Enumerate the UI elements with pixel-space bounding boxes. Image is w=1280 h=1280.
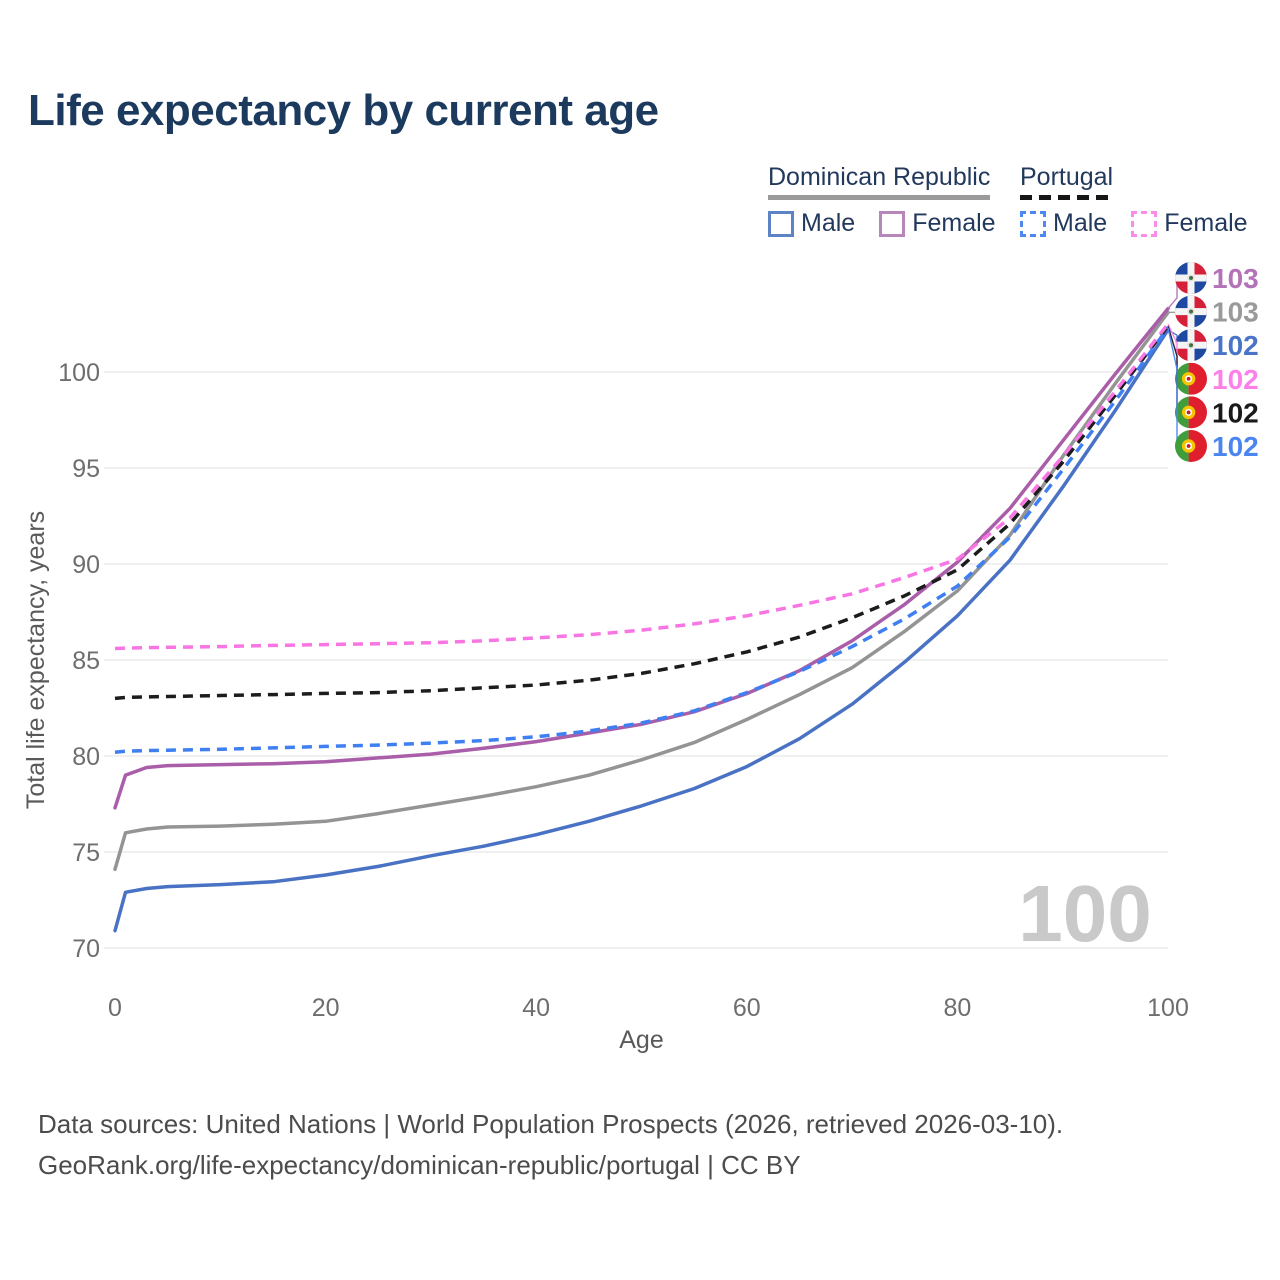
series-line-dr_male[interactable]: [113, 328, 1170, 933]
end-value-label-pt_total: 102: [1212, 397, 1259, 428]
footer: Data sources: United Nations | World Pop…: [38, 1104, 1063, 1186]
legend-header-label: Dominican Republic: [768, 163, 991, 191]
end-value-label-dr_male: 102: [1212, 330, 1259, 361]
hover-age-watermark: 100: [1018, 869, 1151, 958]
legend-group-portugal: Portugal Male Female: [1020, 163, 1248, 238]
flag-icon-portugal: [1175, 362, 1207, 395]
end-value-label-dr_total: 103: [1212, 297, 1259, 328]
series-line-pt_male[interactable]: [114, 326, 1170, 754]
y-axis-title: Total life expectancy, years: [22, 511, 50, 809]
legend-swatch-dr-male: [768, 210, 794, 237]
flag-icon-dominican-republic: [1175, 262, 1207, 294]
x-tick-0: 0: [108, 994, 122, 1022]
x-tick-100: 100: [1147, 994, 1189, 1022]
y-tick-70: 70: [72, 935, 100, 963]
legend-underline-dashed: [1020, 195, 1114, 200]
series-line-pt_total[interactable]: [114, 324, 1170, 701]
y-tick-90: 90: [72, 551, 100, 579]
legend-underline-solid: [768, 195, 991, 200]
x-axis-title: Age: [619, 1026, 663, 1054]
series-line-dr_total[interactable]: [113, 310, 1170, 872]
y-tick-75: 75: [72, 839, 100, 867]
legend-header-dominican-republic[interactable]: Dominican Republic: [768, 163, 991, 200]
flag-icon-portugal: [1175, 430, 1207, 462]
end-value-label-dr_female: 103: [1212, 263, 1259, 294]
legend-item-label: Male: [801, 209, 856, 237]
legend-item-dr-male[interactable]: Male: [768, 209, 855, 238]
x-tick-60: 60: [733, 994, 761, 1022]
end-label-connector-dr_female: [1167, 277, 1178, 310]
flag-icon-portugal: [1175, 396, 1207, 429]
footer-attribution: GeoRank.org/life-expectancy/dominican-re…: [38, 1150, 801, 1180]
flag-icon-dominican-republic: [1175, 329, 1207, 362]
x-tick-80: 80: [943, 994, 971, 1022]
footer-data-sources: Data sources: United Nations | World Pop…: [38, 1109, 1064, 1139]
legend-item-label: Female: [912, 209, 996, 237]
legend-item-label: Female: [1164, 209, 1248, 237]
end-value-label-pt_male: 102: [1212, 431, 1259, 462]
end-value-label-pt_female: 102: [1212, 364, 1259, 395]
series-line-pt_female[interactable]: [114, 322, 1170, 651]
legend-item-pt-male[interactable]: Male: [1020, 209, 1107, 238]
legend-swatch-dr-female: [879, 210, 906, 237]
y-tick-95: 95: [72, 455, 100, 483]
legend-swatch-pt-male: [1020, 210, 1046, 237]
x-tick-40: 40: [522, 994, 550, 1022]
legend-item-pt-female[interactable]: Female: [1131, 209, 1248, 238]
flag-icon-dominican-republic: [1175, 295, 1207, 328]
y-tick-100: 100: [58, 359, 100, 387]
y-tick-85: 85: [72, 647, 100, 675]
page-title: Life expectancy by current age: [28, 86, 659, 135]
legend-group-dominican-republic: Dominican Republic Male Female: [768, 163, 996, 238]
legend-item-dr-female[interactable]: Female: [879, 209, 996, 238]
x-tick-20: 20: [312, 994, 340, 1022]
legend-header-label: Portugal: [1020, 163, 1114, 191]
legend-header-portugal[interactable]: Portugal: [1020, 163, 1114, 200]
y-tick-80: 80: [72, 743, 100, 771]
legend-swatch-pt-female: [1131, 210, 1158, 237]
legend-item-label: Male: [1053, 209, 1108, 237]
